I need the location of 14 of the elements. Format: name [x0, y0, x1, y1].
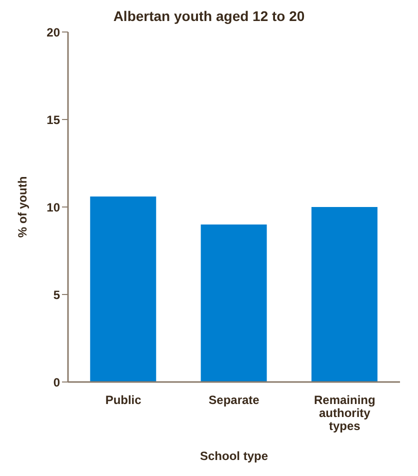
- bar: [200, 224, 267, 382]
- y-tick-label: 0: [53, 375, 60, 390]
- x-tick-label: Separate: [208, 393, 260, 407]
- x-tick-label: Public: [105, 393, 142, 407]
- chart-title: Albertan youth aged 12 to 20: [112, 8, 306, 26]
- bar: [311, 207, 378, 382]
- y-axis-title: % of youth: [15, 176, 30, 238]
- x-tick-label: Remaining authority types: [314, 393, 376, 433]
- y-tick-label: 15: [46, 112, 60, 127]
- y-tick-label: 10: [46, 200, 60, 214]
- bar: [90, 196, 156, 382]
- y-tick-label: 20: [46, 25, 60, 40]
- x-axis-title: School type: [200, 449, 268, 463]
- y-tick-label: 5: [53, 288, 60, 302]
